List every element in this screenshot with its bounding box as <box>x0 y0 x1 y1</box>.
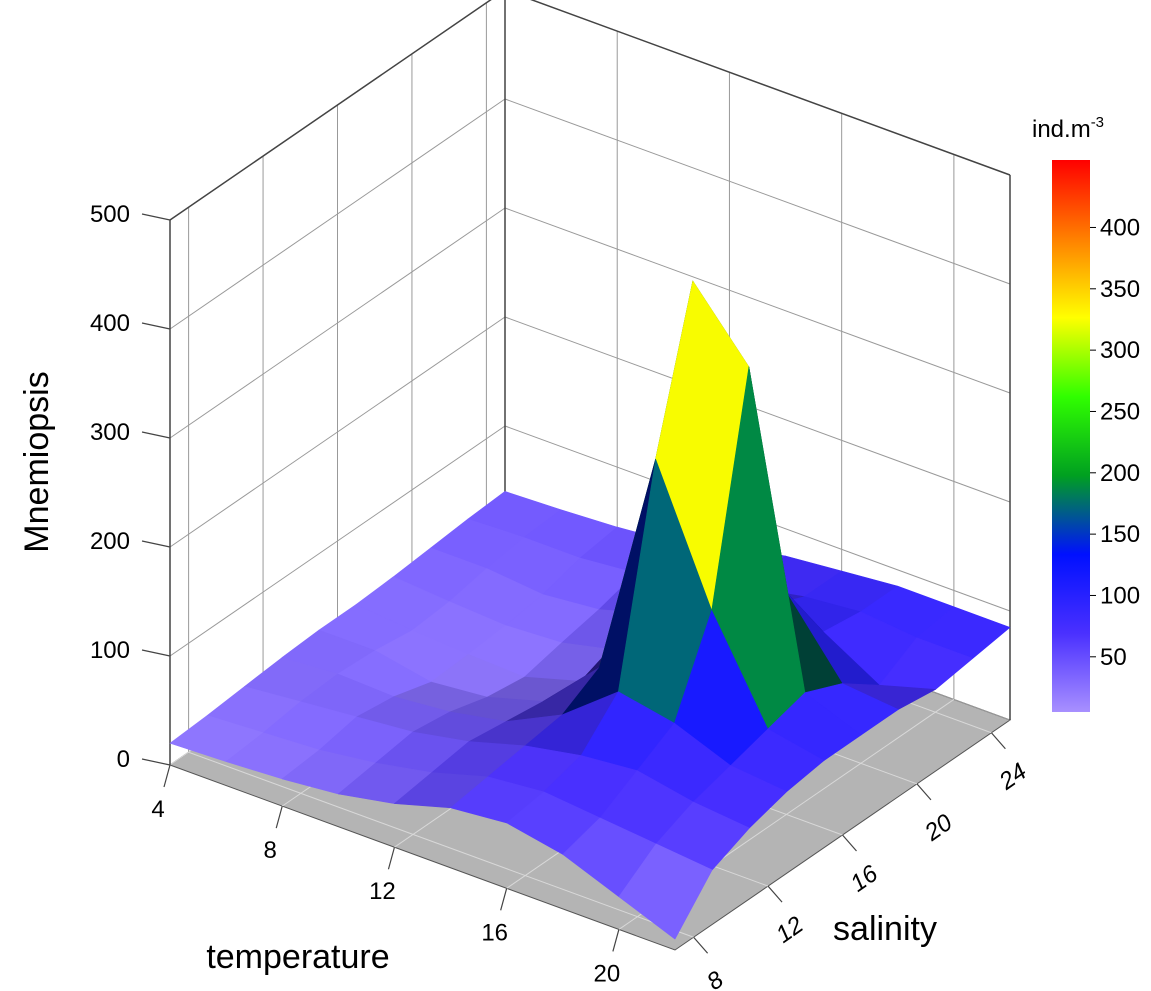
colorbar-tick-label: 100 <box>1100 582 1140 609</box>
colorbar-tick-label: 250 <box>1100 398 1140 425</box>
x-tick <box>612 929 620 952</box>
x-tick <box>163 764 171 788</box>
colorbar-tick-label: 200 <box>1100 460 1140 487</box>
y-tick-label: 8 <box>702 966 729 991</box>
z-tick-label: 300 <box>90 419 130 446</box>
x-tick-label: 20 <box>594 960 621 987</box>
x-tick-label: 12 <box>369 878 396 905</box>
z-tick <box>141 322 171 330</box>
x-axis-label: temperature <box>206 938 389 976</box>
x-tick <box>500 888 508 911</box>
z-tick-label: 200 <box>90 528 130 555</box>
colorbar-title-base: ind.m <box>1032 116 1091 143</box>
colorbar-tick-label: 150 <box>1100 521 1140 548</box>
z-tick <box>141 649 171 657</box>
z-tick-label: 100 <box>90 637 130 664</box>
y-tick-label: 16 <box>846 860 884 898</box>
z-tick <box>141 540 171 548</box>
x-tick-label: 4 <box>151 796 164 823</box>
surface-patch <box>618 843 713 940</box>
grid-line <box>188 751 694 938</box>
grid-line <box>504 98 1011 285</box>
z-tick <box>141 758 171 766</box>
y-tick-label: 20 <box>919 809 958 847</box>
z-tick-label: 0 <box>117 746 130 773</box>
y-tick <box>990 732 1006 750</box>
box-edge <box>530 0 1011 176</box>
y-axis-label: salinity <box>833 910 937 948</box>
colorbar-tick-label: 400 <box>1100 214 1140 241</box>
z-tick-label: 500 <box>90 201 130 228</box>
box-edge <box>169 0 492 221</box>
y-tick <box>767 885 783 903</box>
x-tick <box>275 805 283 829</box>
colorbar-title-sup: -3 <box>1091 114 1104 131</box>
grid-line <box>504 207 1011 394</box>
y-tick-label: 12 <box>771 911 808 948</box>
x-tick <box>387 847 396 870</box>
colorbar <box>1052 160 1090 712</box>
y-tick <box>842 834 857 852</box>
y-tick-label: 24 <box>994 758 1032 796</box>
y-tick <box>693 936 709 954</box>
colorbar-title: ind.m-3 <box>1032 114 1104 143</box>
colorbar-tick-label: 50 <box>1100 644 1127 671</box>
colorbar-tick-label: 300 <box>1100 337 1140 364</box>
x-tick-label: 16 <box>481 919 508 946</box>
colorbar-tick-label: 350 <box>1100 276 1140 303</box>
grid-line <box>504 316 1011 503</box>
z-tick <box>141 431 171 439</box>
y-tick <box>916 783 932 801</box>
x-tick-label: 8 <box>264 837 277 864</box>
z-axis-label: Mnemiopsis <box>18 371 56 552</box>
z-tick-label: 400 <box>90 310 130 337</box>
z-tick <box>141 213 171 221</box>
